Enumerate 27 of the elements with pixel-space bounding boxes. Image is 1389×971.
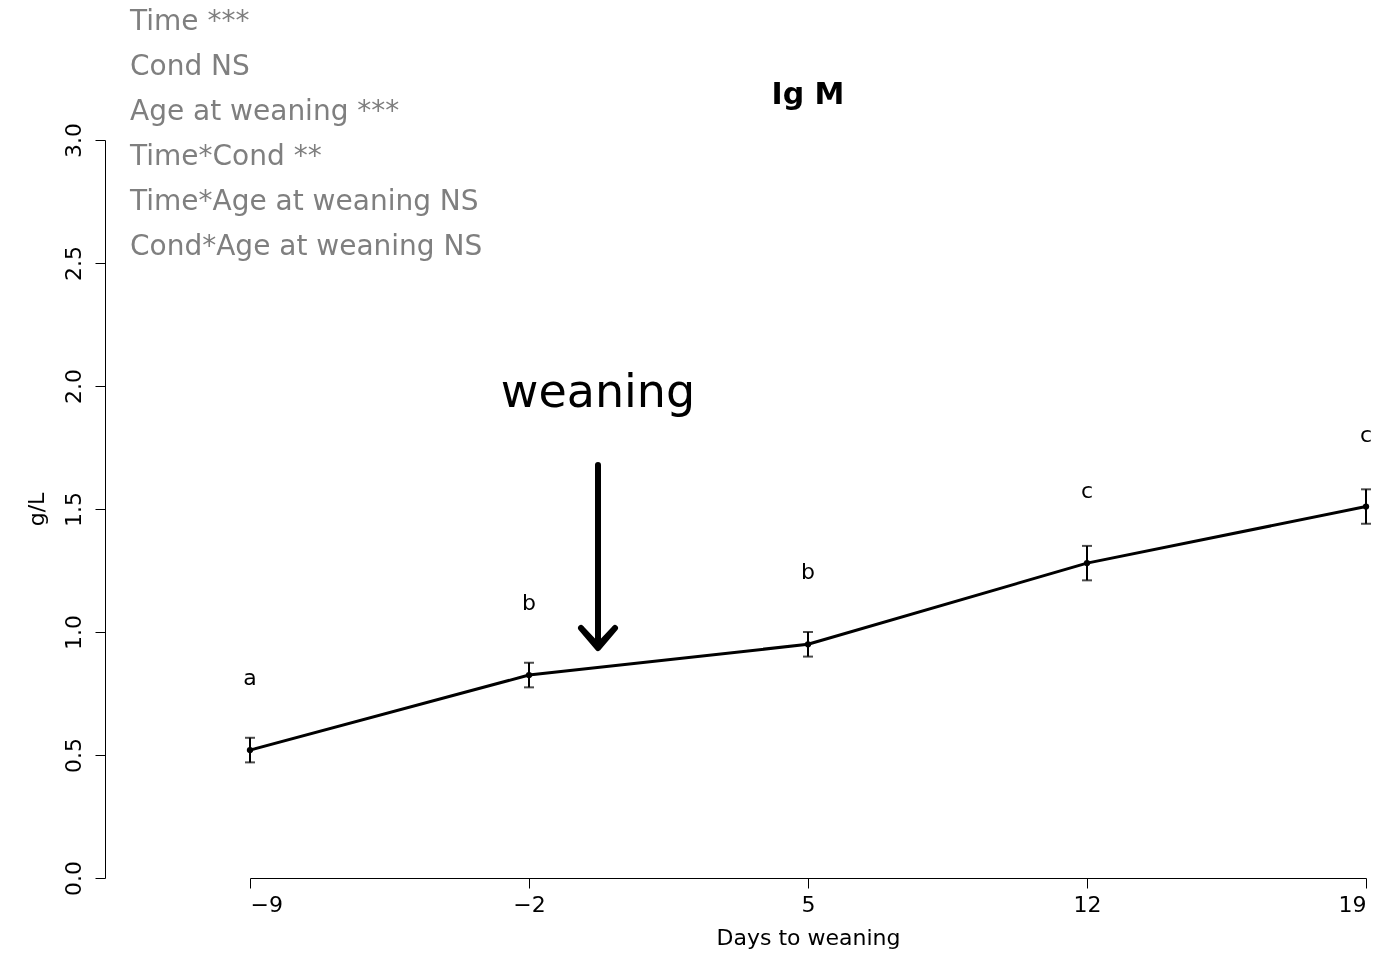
x-tick-label: −2 (513, 891, 546, 917)
text: Age at weaning *** (130, 94, 400, 127)
x-tick-label: 19 (1338, 891, 1367, 917)
annotation: weaning (500, 364, 696, 418)
y-tick-label: 0.5 (60, 738, 86, 773)
y-tick-label: 1.0 (60, 615, 86, 650)
y-tick-label: 3.0 (60, 123, 86, 158)
annotation: b (801, 559, 815, 585)
x-axis-title: Days to weaning (716, 924, 901, 950)
y-tick-label: 1.5 (60, 492, 86, 527)
chart-title: Ig M (771, 76, 845, 111)
text: Time *** (129, 4, 250, 37)
x-tick-label: 5 (801, 891, 816, 917)
annotation: b (522, 590, 536, 616)
annotation: Cond*Age at weaning NS (130, 229, 483, 262)
x-tick-label: −9 (250, 891, 283, 917)
y-tick-label: 2.5 (60, 246, 86, 281)
annotation: Time*Cond ** (129, 139, 322, 172)
x-tick-label: 12 (1073, 891, 1102, 917)
y-tick-label: 0.0 (60, 861, 86, 896)
annotation: c (1080, 478, 1094, 504)
annotation: Time*Age at weaning NS (129, 184, 479, 217)
y-tick-label: 2.0 (60, 369, 86, 404)
text: Cond NS (130, 49, 250, 82)
annotation: c (1359, 421, 1373, 447)
y-axis-title: g/L (23, 491, 49, 527)
annotation: a (243, 665, 257, 691)
